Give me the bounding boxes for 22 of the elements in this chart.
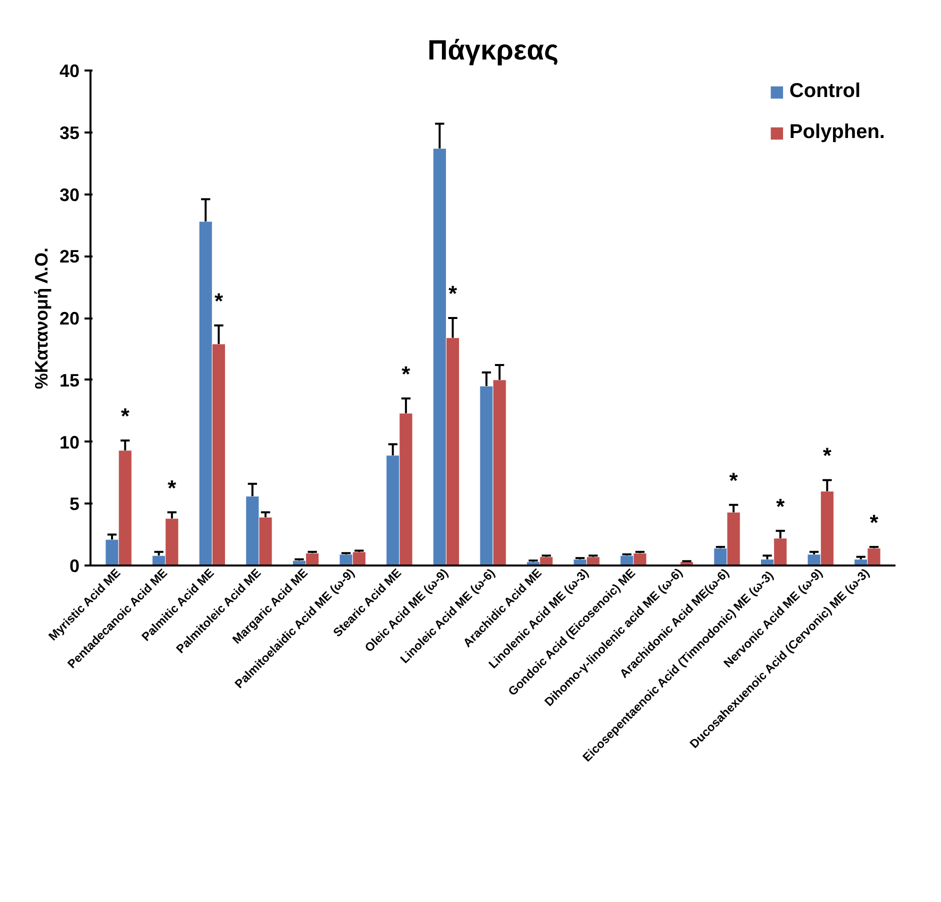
y-tick-label: 35 bbox=[59, 122, 80, 143]
data-label: * bbox=[448, 281, 458, 306]
y-tick-label: 15 bbox=[59, 370, 80, 390]
y-tick-label: 5 bbox=[69, 494, 80, 514]
data-label: * bbox=[120, 404, 130, 429]
y-tick-label: 25 bbox=[59, 246, 80, 267]
data-label: * bbox=[402, 361, 411, 386]
data-label: * bbox=[214, 288, 224, 314]
y-tick-label: 20 bbox=[59, 308, 80, 328]
y-tick-label: 30 bbox=[59, 184, 80, 205]
legend-label: Polyphen. bbox=[789, 121, 885, 144]
y-axis-title: %Κατανομή Λ.Ο. bbox=[31, 248, 52, 390]
data-label: * bbox=[729, 468, 738, 493]
y-tick-label: 40 bbox=[59, 61, 80, 81]
data-label: * bbox=[822, 443, 832, 468]
data-label: * bbox=[776, 494, 786, 519]
data-label: * bbox=[870, 510, 879, 535]
chart-title: Πάγκρεας bbox=[428, 34, 559, 66]
y-tick-label: 10 bbox=[59, 432, 80, 452]
legend-label: Control bbox=[789, 80, 861, 103]
y-tick-label: 0 bbox=[69, 556, 80, 576]
data-label: * bbox=[168, 475, 177, 500]
